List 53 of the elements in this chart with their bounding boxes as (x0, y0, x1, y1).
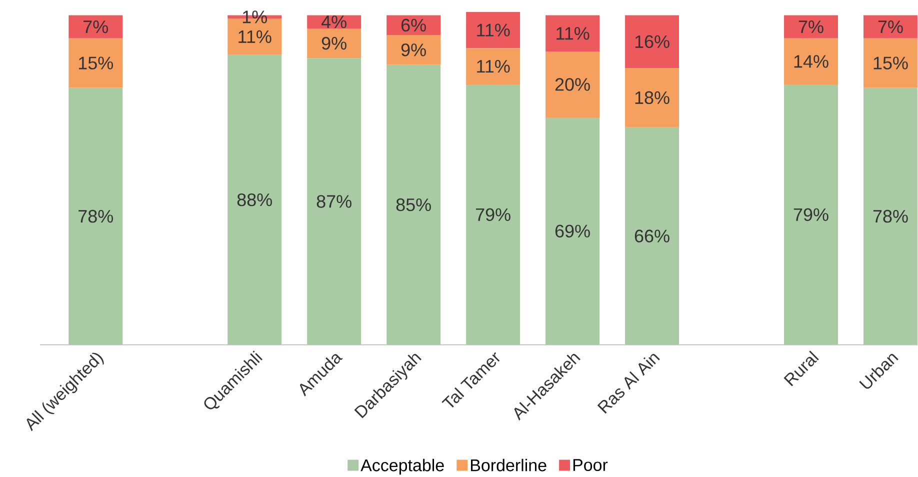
data-label: 11% (238, 30, 272, 44)
data-label: 78% (78, 210, 113, 223)
data-label: 69% (555, 224, 590, 238)
data-label: 79% (476, 208, 510, 222)
data-label: 7% (798, 20, 824, 34)
bar (784, 84, 838, 345)
data-label: 7% (878, 20, 903, 34)
data-label: 7% (84, 20, 108, 34)
data-label: 11% (477, 60, 510, 73)
bar (863, 15, 918, 39)
bar (625, 15, 680, 68)
bar (546, 15, 600, 52)
data-label: 18% (635, 91, 670, 104)
legend-label: Poor (573, 459, 608, 472)
data-label: 78% (873, 210, 908, 223)
bar (68, 38, 123, 88)
data-label: 14% (794, 55, 828, 68)
data-label: 20% (555, 78, 590, 92)
data-label: 9% (322, 37, 346, 50)
data-label: 9% (401, 44, 426, 56)
data-label: 85% (396, 198, 431, 212)
bar (784, 15, 838, 39)
bar (386, 64, 441, 345)
x-tick-label: Ras Al Ain (597, 354, 660, 414)
bar (625, 127, 680, 345)
bar (228, 55, 282, 345)
bar (546, 118, 600, 345)
legend-label: Acceptable (360, 459, 444, 475)
data-label: 15% (78, 56, 113, 70)
bar (466, 84, 520, 345)
bar (863, 88, 918, 345)
bar (68, 15, 123, 39)
data-label: 66% (634, 230, 670, 243)
legend-label: Borderline (471, 459, 546, 472)
data-label: 11% (556, 27, 590, 40)
data-label: 16% (635, 35, 670, 48)
data-label: 6% (401, 18, 426, 32)
data-label: 15% (874, 56, 908, 70)
bar (68, 88, 123, 345)
bar (863, 38, 918, 88)
bar (307, 28, 362, 58)
bar (546, 52, 600, 118)
bar (386, 35, 441, 65)
data-label: 87% (316, 195, 352, 208)
bar (307, 58, 362, 345)
data-label: 88% (237, 194, 272, 206)
bar (784, 38, 838, 85)
bar (466, 48, 520, 85)
bar (625, 68, 680, 128)
data-label: 11% (477, 24, 510, 37)
data-label: 4% (321, 16, 346, 28)
data-label: 79% (794, 208, 828, 222)
bar (466, 12, 520, 48)
